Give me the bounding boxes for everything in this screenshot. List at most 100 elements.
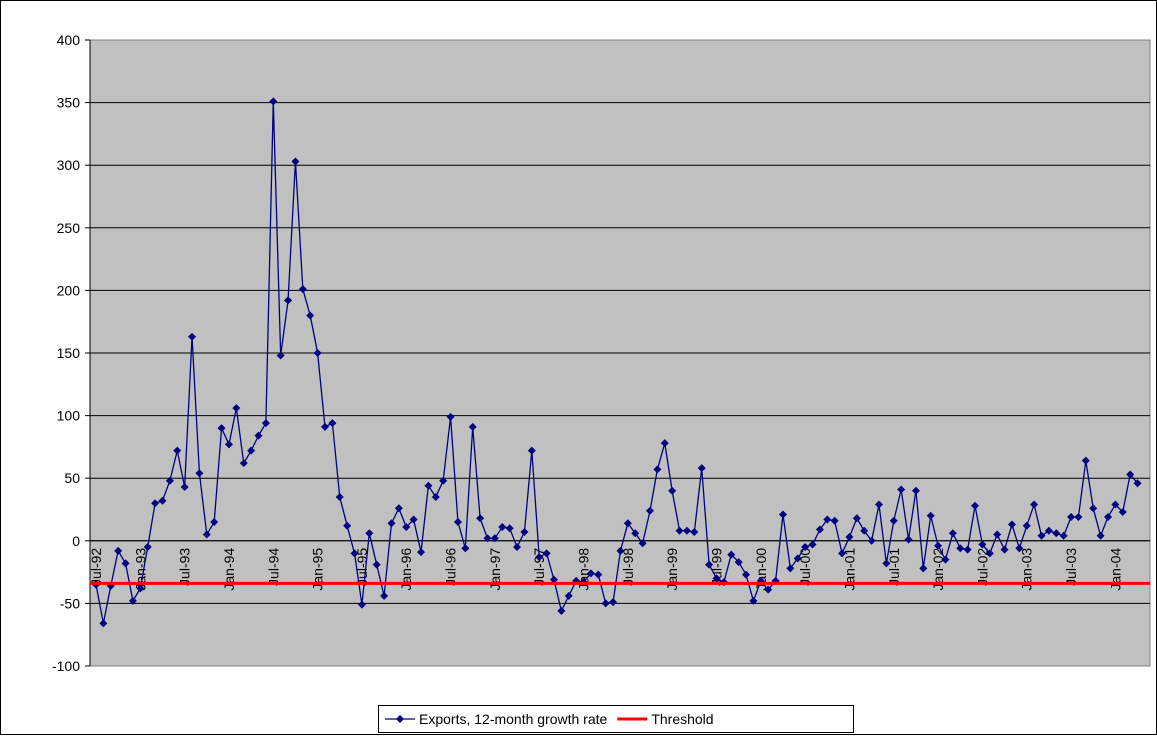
y-tick-label: 300 [57,157,81,173]
data-point [815,525,824,534]
data-point [889,516,898,525]
x-tick-label: Jan-95 [310,548,326,591]
data-point [1074,513,1083,522]
data-point [195,469,204,478]
x-tick-label: Jan-99 [664,548,680,591]
data-point [409,515,418,524]
data-point [431,492,440,501]
data-point [727,550,736,559]
data-point [417,548,426,557]
data-point [956,544,965,553]
x-tick-label: Jan-04 [1107,548,1123,591]
data-point [1030,500,1039,509]
y-tick-label: -50 [60,595,80,611]
data-point [1096,531,1105,540]
data-point [202,530,211,539]
data-point [897,485,906,494]
data-point [505,524,514,533]
x-tick-label: Jan-97 [487,548,503,591]
data-point [934,541,943,550]
y-tick-label: 0 [72,533,80,549]
data-point [971,501,980,510]
data-point [1118,508,1127,517]
data-point [254,431,263,440]
data-point [948,529,957,538]
data-point [845,533,854,542]
legend-marker [396,715,404,723]
y-tick-label: 350 [57,95,81,111]
data-point [490,534,499,543]
data-point [461,544,470,553]
x-tick-label: Jul-02 [974,548,990,586]
data-line [95,101,1139,624]
data-point [675,526,684,535]
data-point [601,599,610,608]
data-point [313,349,322,357]
data-point [786,564,795,573]
data-point [99,619,108,628]
data-point [284,296,293,305]
data-point [793,554,802,563]
x-tick-label: Jul-98 [620,548,636,586]
data-point [734,558,743,567]
data-point [498,523,507,532]
data-point [830,516,839,525]
data-point [114,546,123,555]
data-point [882,559,891,568]
x-tick-label: Jul-94 [265,548,281,586]
data-point [439,476,448,485]
y-tick-label: 250 [57,220,81,236]
data-point [926,511,935,520]
data-point [542,549,551,558]
data-point [705,560,714,569]
data-point [1081,456,1090,465]
data-point [549,575,558,584]
data-point [343,521,352,530]
data-point [476,514,485,523]
data-point [874,500,883,509]
data-point [919,564,928,573]
data-point [158,496,167,505]
y-tick-label: 150 [57,345,81,361]
data-point [1103,513,1112,522]
data-point [188,332,197,341]
data-point [468,422,477,431]
data-point [402,523,411,532]
data-point [357,600,366,609]
data-point [668,486,677,495]
data-point [660,439,669,448]
data-point [136,584,145,593]
data-point [328,419,337,428]
data-point [424,481,433,490]
data-point [631,529,640,538]
x-tick-label: Jul-03 [1063,548,1079,586]
data-point [350,549,359,558]
x-tick-label: Jan-00 [753,548,769,591]
data-point [173,446,182,455]
data-point [291,157,300,166]
x-tick-label: Jan-02 [930,548,946,591]
x-tick-label: Jan-03 [1019,548,1035,591]
data-point [232,404,241,413]
data-point [1126,470,1135,479]
data-point [180,482,189,491]
data-point [1007,520,1016,529]
data-point [653,465,662,474]
data-point [557,606,566,615]
data-point [380,591,389,600]
legend-label: Exports, 12-month growth rate [419,711,608,727]
data-point [963,545,972,554]
data-point [1037,531,1046,540]
data-point [904,535,913,544]
data-point [609,598,618,607]
y-tick-label: -100 [52,658,80,674]
data-point [387,519,396,528]
data-point [239,459,248,468]
data-point [269,97,278,106]
data-point [742,570,751,579]
data-point [335,492,344,501]
data-point [616,546,625,555]
x-tick-label: Jul-93 [177,548,193,586]
data-point [1089,504,1098,513]
data-point [394,504,403,513]
